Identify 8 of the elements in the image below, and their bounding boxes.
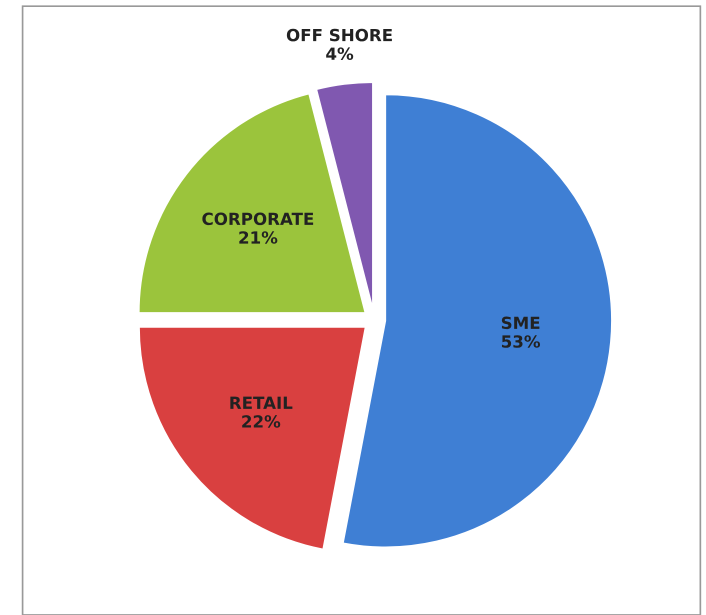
slice-label: CORPORATE (202, 212, 314, 226)
data-label: 21% (239, 231, 278, 244)
slice-label: OFF SHORE (286, 28, 392, 42)
slice-label: SME (502, 316, 540, 330)
slice-label: RETAIL (230, 396, 292, 409)
data-label: 4% (326, 47, 354, 60)
data-label: 53% (502, 335, 540, 348)
data-label: 22% (242, 415, 280, 428)
